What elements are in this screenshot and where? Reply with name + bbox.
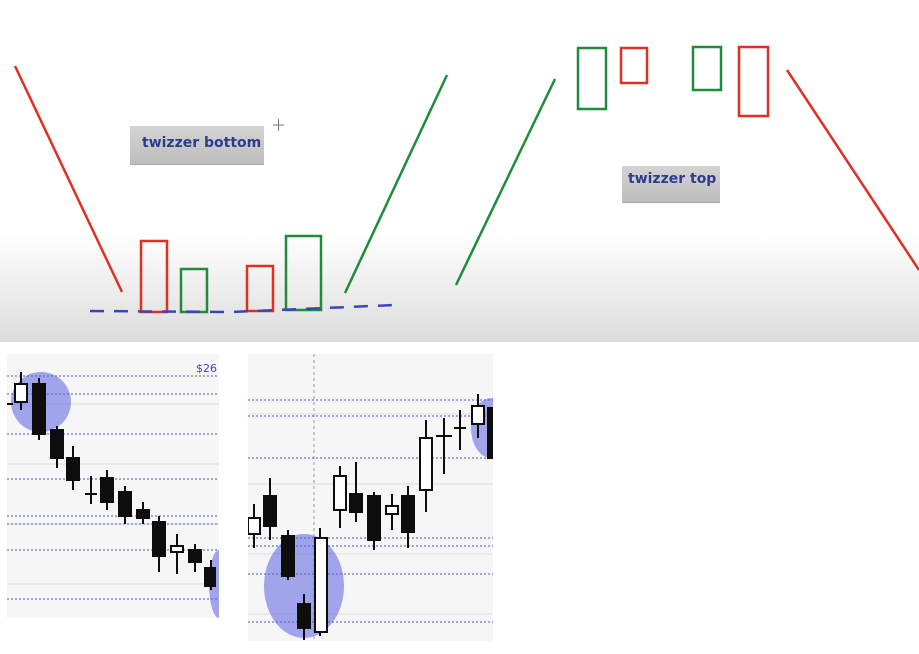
bearish-candle [139,239,169,314]
example-chart-right [247,354,511,641]
uptrend-line-middle [343,74,449,294]
candlestick-chart-right [247,354,511,641]
candlestick-chart-left [7,372,229,618]
twizzer-pattern-diagram [0,45,919,342]
bullish-candle [691,45,723,92]
twizzer-bottom-label: twizzer bottom [130,126,264,165]
bullish-candle [284,234,323,312]
price-axis-label: $26 [196,362,217,375]
diagram-floor-gradient [0,235,919,342]
twizzer-top-label: twizzer top [622,166,720,203]
bearish-candle [619,46,649,85]
uptrend-line-right [454,78,557,286]
example-chart-left: $26 [7,354,229,618]
downtrend-line-left [13,65,124,293]
support-dashed-line [89,303,397,314]
bearish-candle [737,45,770,118]
downtrend-line-right [785,69,919,271]
crosshair-cursor-icon [273,119,284,131]
bullish-candle [576,46,608,111]
